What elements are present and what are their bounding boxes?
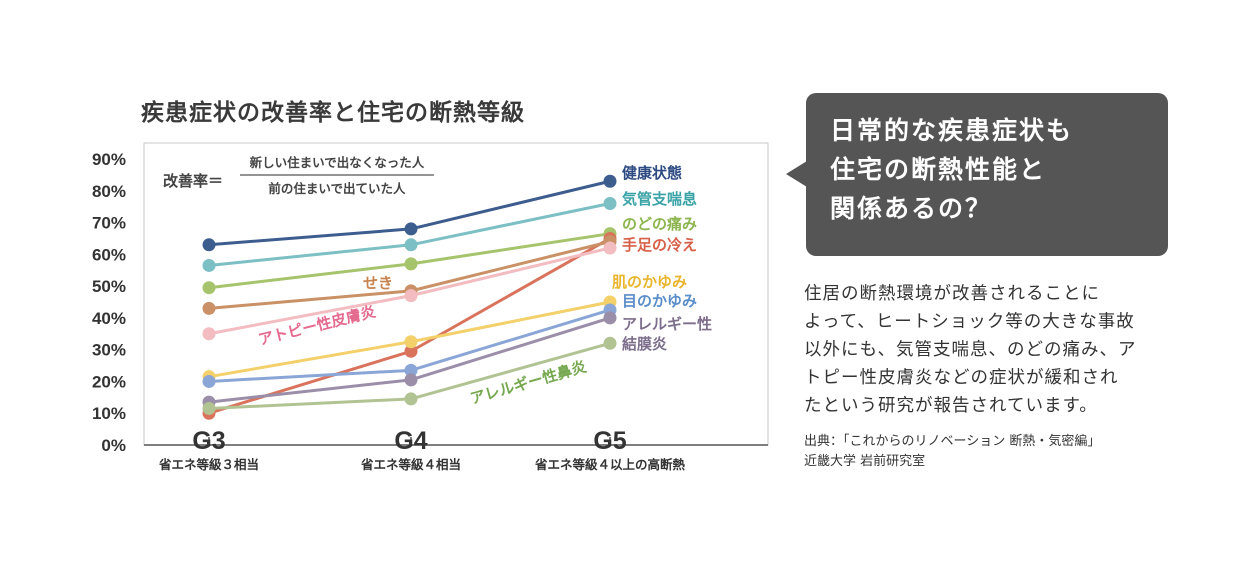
description-line: 以外にも、気管支喘息、のどの痛み、ア <box>804 340 1137 360</box>
y-tick-label: 60% <box>92 245 126 264</box>
series-label: 結膜炎 <box>622 335 667 353</box>
y-tick-label: 50% <box>92 277 126 296</box>
data-point <box>404 392 418 406</box>
data-point <box>603 196 617 210</box>
data-point <box>404 363 418 377</box>
y-tick-label: 0% <box>101 436 126 455</box>
callout-line: 関係あるの？ <box>830 194 993 223</box>
y-tick-label: 20% <box>92 372 126 391</box>
x-category-label: G4 <box>394 427 427 455</box>
x-category-sublabel: 省エネ等級４以上の高断熱 <box>534 457 686 472</box>
data-point <box>603 336 617 350</box>
series-label: 気管支喘息 <box>622 190 697 208</box>
callout-tail <box>786 161 807 187</box>
data-point <box>603 174 617 188</box>
formula-lead: 改善率＝ <box>163 172 223 190</box>
data-point <box>603 241 617 255</box>
data-point <box>202 327 216 341</box>
data-point <box>404 373 418 387</box>
chart-axes: 0% 10% 20% 30% 40% 50% 60% 70% 80% 90% G3 省エネ等級３相当 G… <box>92 142 769 472</box>
data-point <box>202 281 216 295</box>
series-label: 健康状態 <box>622 164 682 182</box>
source-line: 出典：「これからのリノベーション 断熱・気密編」 <box>804 434 1101 449</box>
data-point <box>404 222 418 236</box>
data-point <box>404 238 418 252</box>
data-point <box>202 374 216 388</box>
description-line: 住居の断熱環境が改善されることに <box>804 284 1100 304</box>
series-label: のどの痛み <box>622 215 697 233</box>
callout-line: 住宅の断熱性能と <box>830 155 1047 184</box>
series-label: アトピー性皮膚炎 <box>257 302 378 348</box>
description-line: たという研究が報告されています。 <box>804 396 1098 416</box>
x-category-label: G5 <box>593 427 626 455</box>
source-line: 近畿大学 岩前研究室 <box>804 454 926 469</box>
description-text: 住居の断熱環境が改善されることに よって、ヒートショック等の大きな事故 以外にも… <box>804 280 1229 420</box>
formula-denominator: 前の住まいで出ていた人 <box>268 181 406 196</box>
y-tick-label: 10% <box>92 404 126 423</box>
series-label: アレルギー性 <box>622 315 712 333</box>
series-label: せき <box>363 274 393 292</box>
x-category-label: G3 <box>192 427 225 455</box>
data-point <box>404 257 418 271</box>
y-tick-label: 40% <box>92 309 126 328</box>
data-point <box>404 344 418 358</box>
y-tick-label: 70% <box>92 214 126 233</box>
question-callout: 日常的な疾患症状も 住宅の断熱性能と 関係あるの？ <box>806 93 1168 256</box>
y-tick-label: 30% <box>92 341 126 360</box>
data-point <box>603 311 617 325</box>
series-points <box>202 174 617 420</box>
y-tick-label: 80% <box>92 182 126 201</box>
data-point <box>404 289 418 303</box>
chart-title: 疾患症状の改善率と住宅の断熱等級 <box>141 100 525 126</box>
x-category-sublabel: 省エネ等級３相当 <box>158 457 259 472</box>
line-chart: 0% 10% 20% 30% 40% 50% 60% 70% 80% 90% G3 省エネ等級３相当 G… <box>92 142 769 472</box>
formula-numerator: 新しい住まいで出なくなった人 <box>250 155 425 170</box>
series-label: 手足の冷え <box>622 236 697 254</box>
data-point <box>202 401 216 415</box>
description-line: よって、ヒートショック等の大きな事故 <box>804 312 1135 332</box>
callout-line: 日常的な疾患症状も <box>830 116 1074 145</box>
data-point <box>202 258 216 272</box>
data-point <box>202 238 216 252</box>
description-line: トピー性皮膚炎などの症状が緩和され <box>804 368 1119 388</box>
x-category-sublabel: 省エネ等級４相当 <box>360 457 461 472</box>
data-point <box>202 301 216 315</box>
data-point <box>404 335 418 349</box>
series-label: 目のかゆみ <box>622 292 697 310</box>
y-tick-label: 90% <box>92 150 126 169</box>
source-citation: 出典：「これからのリノベーション 断熱・気密編」 近畿大学 岩前研究室 <box>804 432 1100 472</box>
series-label: 肌のかゆみ <box>612 273 687 291</box>
